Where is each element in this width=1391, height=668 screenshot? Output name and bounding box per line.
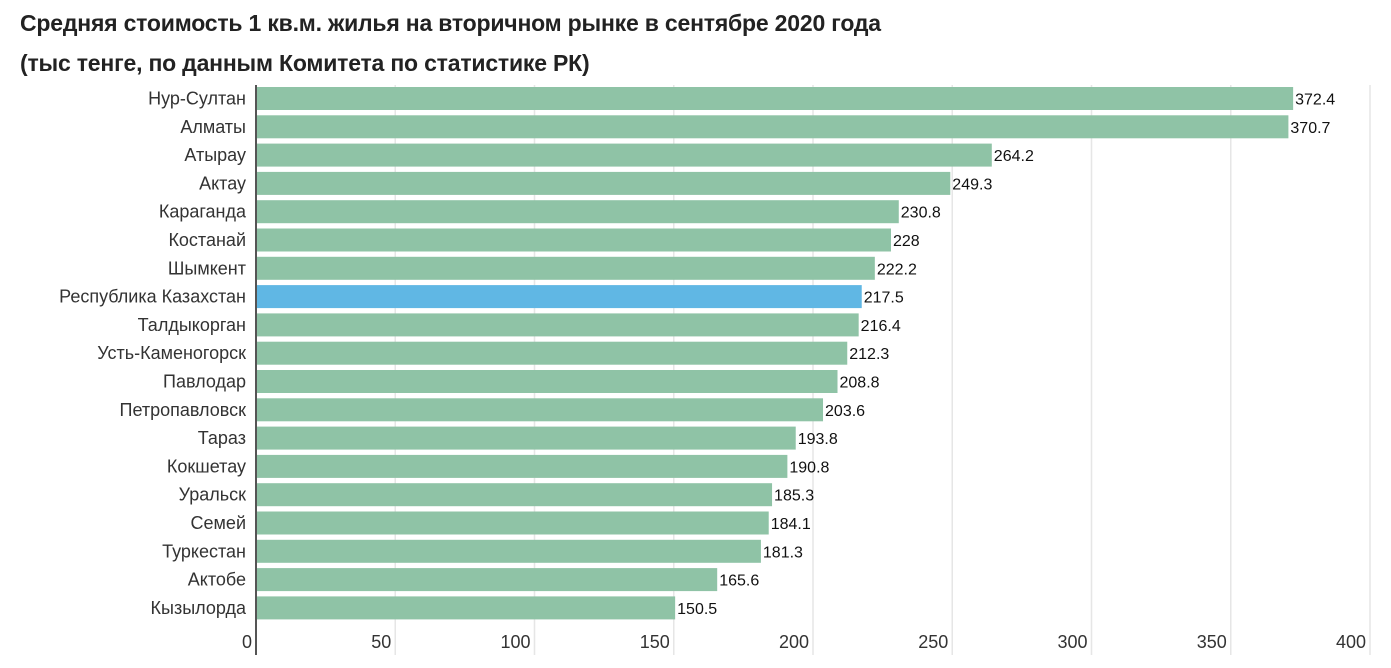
x-tick-label-350: 350 <box>1197 632 1227 652</box>
x-tick-label-0: 0 <box>242 632 252 652</box>
value-label: 249.3 <box>952 176 992 193</box>
bar <box>257 143 992 167</box>
bar <box>257 539 761 563</box>
value-label: 370.7 <box>1290 120 1330 137</box>
bar <box>257 115 1289 139</box>
category-label: Республика Казахстан <box>59 287 246 307</box>
category-label: Кызылорда <box>151 598 247 618</box>
bar <box>257 426 796 450</box>
x-tick-label-400: 400 <box>1336 632 1366 652</box>
value-label: 181.3 <box>763 544 803 561</box>
value-label: 184.1 <box>771 516 811 533</box>
value-label: 208.8 <box>840 375 880 392</box>
category-label: Туркестан <box>162 541 246 561</box>
value-label: 228 <box>893 233 920 250</box>
x-tick-label-50: 50 <box>371 632 391 652</box>
value-label: 372.4 <box>1295 92 1335 109</box>
category-label: Талдыкорган <box>138 315 246 335</box>
value-label: 185.3 <box>774 488 814 505</box>
x-tick-label-250: 250 <box>918 632 948 652</box>
x-tick-label-200: 200 <box>779 632 809 652</box>
bars <box>257 87 1294 620</box>
x-tick-labels: 0 50 100 150 200 250 300 350 400 <box>242 632 1366 652</box>
chart-subtitle: (тыс тенге, по данным Комитета по статис… <box>20 50 590 76</box>
bar <box>257 398 824 422</box>
category-label: Павлодар <box>163 372 246 392</box>
category-label: Петропавловск <box>120 400 247 420</box>
bar <box>257 511 769 535</box>
bar <box>257 341 848 365</box>
category-label: Тараз <box>198 428 246 448</box>
bar <box>257 568 718 592</box>
category-labels: Нур-Султан Алматы Атырау Актау Караганда Кост… <box>59 89 247 618</box>
x-tick-label-150: 150 <box>640 632 670 652</box>
bar <box>257 256 875 280</box>
category-label: Усть-Каменогорск <box>97 343 246 363</box>
value-label: 203.6 <box>825 403 865 420</box>
value-label: 165.6 <box>719 573 759 590</box>
category-label: Нур-Султан <box>148 89 246 109</box>
bar <box>257 454 788 478</box>
category-label: Актау <box>199 173 246 193</box>
bar <box>257 200 899 224</box>
value-label: 190.8 <box>789 459 829 476</box>
bar <box>257 483 773 507</box>
bar <box>257 370 838 393</box>
category-label: Шымкент <box>168 258 246 278</box>
bar <box>257 596 676 620</box>
bar <box>257 285 862 309</box>
category-label: Алматы <box>180 117 246 137</box>
category-label: Караганда <box>159 202 247 222</box>
value-label: 212.3 <box>849 346 889 363</box>
x-tick-label-300: 300 <box>1057 632 1087 652</box>
bar <box>257 87 1294 110</box>
value-label: 216.4 <box>861 318 901 335</box>
bar <box>257 171 951 195</box>
category-label: Уральск <box>179 485 247 505</box>
bar <box>257 228 891 252</box>
value-label: 222.2 <box>877 261 917 278</box>
bar <box>257 313 859 337</box>
category-label: Кокшетау <box>167 456 246 476</box>
x-tick-label-100: 100 <box>500 632 530 652</box>
value-label: 150.5 <box>677 601 717 618</box>
chart-title: Средняя стоимость 1 кв.м. жилья на втори… <box>20 10 881 36</box>
category-label: Атырау <box>184 145 246 165</box>
value-label: 193.8 <box>798 431 838 448</box>
value-label: 264.2 <box>994 148 1034 165</box>
value-label: 230.8 <box>901 205 941 222</box>
category-label: Семей <box>191 513 246 533</box>
value-label: 217.5 <box>864 290 904 307</box>
category-label: Актобе <box>188 570 246 590</box>
category-label: Костанай <box>168 230 246 250</box>
